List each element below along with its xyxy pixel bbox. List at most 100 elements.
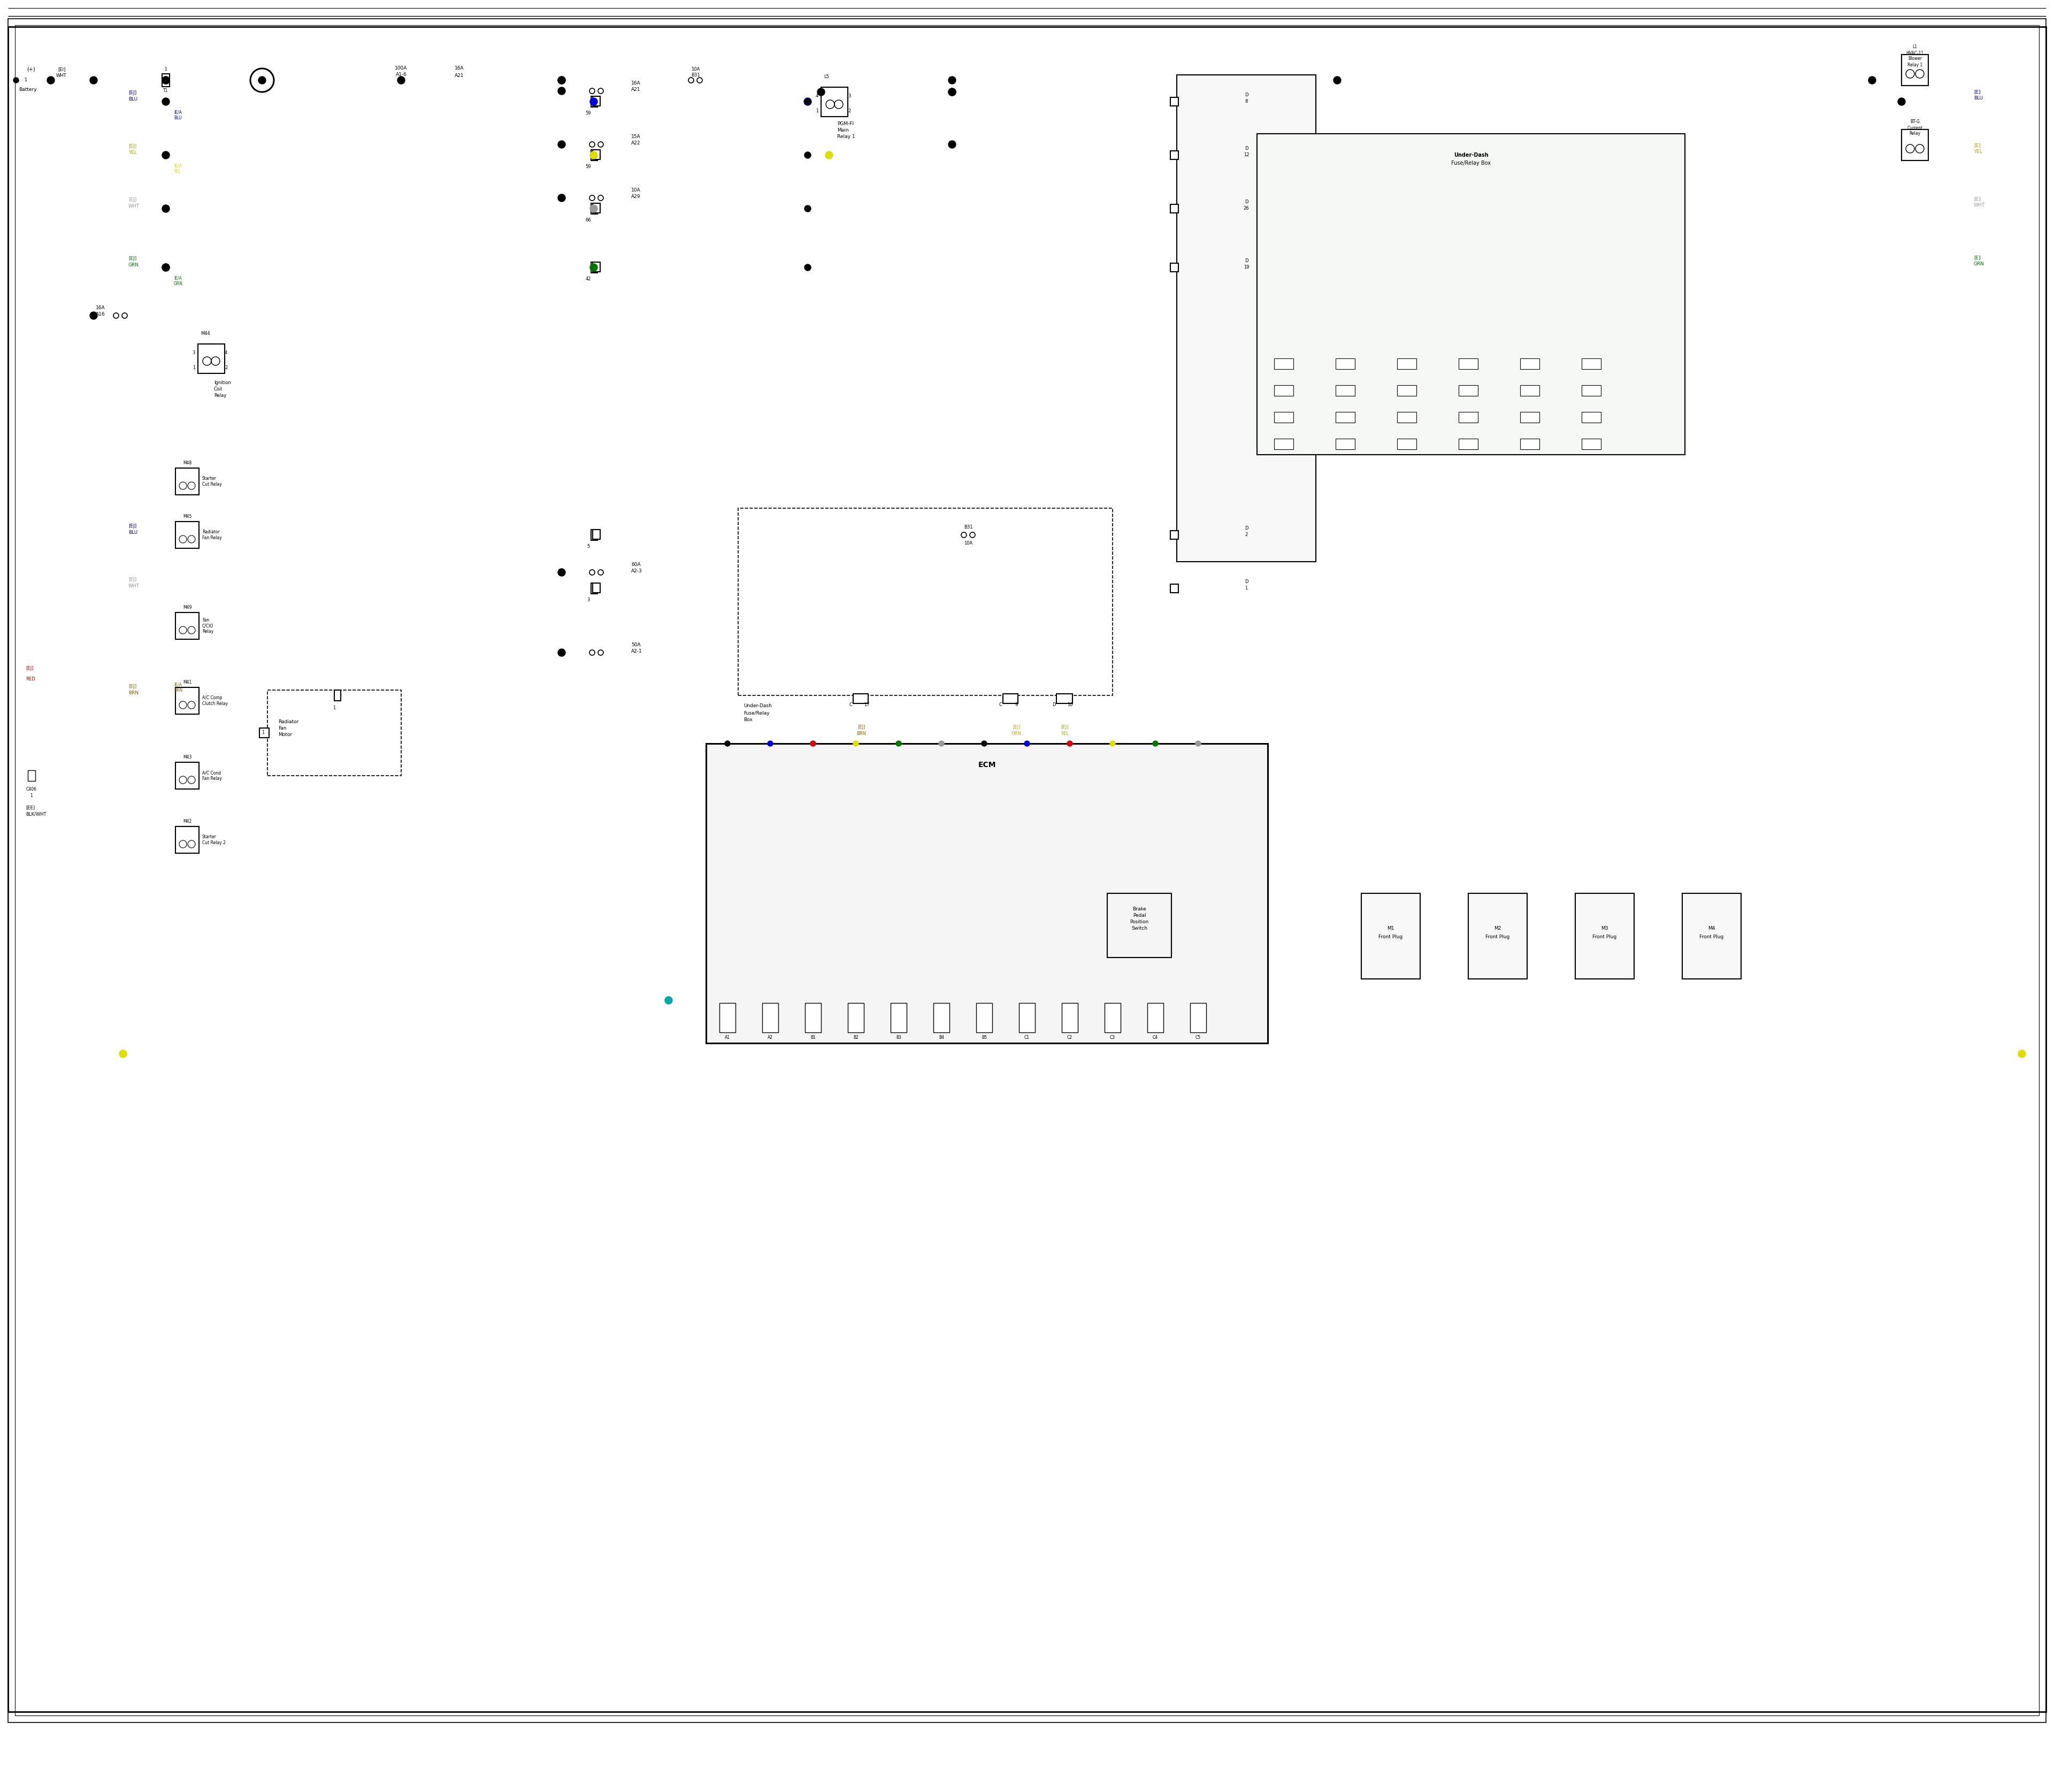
Text: C2: C2 (1068, 1036, 1072, 1039)
Text: Under-Dash: Under-Dash (1454, 152, 1489, 158)
Text: M41: M41 (183, 679, 191, 685)
Text: Switch: Switch (1132, 926, 1148, 932)
Text: M42: M42 (183, 819, 191, 824)
Bar (1171, 97, 1179, 106)
Bar (1171, 530, 1179, 539)
Circle shape (162, 99, 170, 106)
Bar (1273, 412, 1294, 423)
Bar (175, 468, 199, 495)
Text: 59: 59 (585, 165, 592, 168)
Bar (1335, 385, 1356, 396)
Text: 16A: 16A (454, 66, 464, 72)
Text: M43: M43 (183, 754, 191, 760)
Text: B5: B5 (982, 1036, 986, 1039)
Text: T1: T1 (164, 88, 168, 93)
Text: Starter
Cut Relay 2: Starter Cut Relay 2 (201, 835, 226, 846)
Text: WHT: WHT (1974, 202, 1984, 208)
Circle shape (1025, 740, 1029, 745)
Circle shape (14, 77, 18, 82)
Circle shape (2019, 1050, 2025, 1057)
Text: A2-1: A2-1 (631, 649, 643, 654)
Text: Fuse/Relay: Fuse/Relay (744, 711, 770, 715)
Circle shape (162, 77, 170, 84)
Bar (175, 613, 199, 640)
Circle shape (559, 568, 565, 575)
Text: RED: RED (25, 677, 35, 681)
Text: A16: A16 (97, 312, 105, 317)
Text: 16A: 16A (97, 306, 105, 310)
Bar (1582, 358, 1600, 369)
Bar (335, 690, 341, 701)
Circle shape (1869, 77, 1875, 84)
Text: BLU: BLU (1974, 97, 1982, 100)
Text: 1: 1 (193, 366, 195, 371)
Text: C1: C1 (1025, 1036, 1029, 1039)
Text: 10A: 10A (631, 188, 641, 194)
Text: [EJ]: [EJ] (127, 91, 136, 95)
Text: Relay: Relay (1910, 131, 1920, 136)
Bar (267, 690, 401, 776)
Text: 19: 19 (1243, 265, 1249, 271)
Bar (175, 762, 199, 788)
Bar (1458, 358, 1479, 369)
Text: HVAC-11: HVAC-11 (1906, 50, 1925, 56)
Bar (592, 97, 598, 108)
Text: [EJ]: [EJ] (127, 197, 136, 202)
Circle shape (162, 151, 170, 159)
Text: 10A: 10A (963, 541, 972, 545)
Text: BLU: BLU (127, 530, 138, 536)
Text: 10: 10 (1066, 702, 1072, 708)
Circle shape (90, 312, 97, 319)
Text: [EJ]: [EJ] (127, 523, 136, 529)
Text: C5: C5 (1195, 1036, 1202, 1039)
Bar (1171, 204, 1179, 213)
Bar (175, 521, 199, 548)
Circle shape (949, 88, 955, 95)
Text: BLK/WHT: BLK/WHT (25, 812, 47, 817)
Bar (1335, 412, 1356, 423)
Bar (175, 688, 199, 715)
Text: A21: A21 (454, 73, 464, 79)
Bar (976, 1004, 992, 1032)
Text: 100A: 100A (394, 66, 407, 72)
Bar (1582, 412, 1600, 423)
Bar (592, 530, 598, 539)
Bar (1335, 358, 1356, 369)
Text: 4: 4 (815, 93, 817, 99)
Text: Main: Main (838, 127, 848, 133)
Circle shape (1195, 740, 1202, 745)
Text: 3: 3 (193, 351, 195, 355)
Circle shape (589, 263, 598, 271)
Bar (1056, 694, 1072, 704)
Circle shape (805, 152, 811, 158)
Text: Under-Dash: Under-Dash (744, 704, 772, 708)
Bar (852, 694, 869, 704)
Circle shape (559, 77, 565, 84)
Text: D: D (1245, 93, 1249, 97)
Bar (259, 728, 269, 738)
Circle shape (805, 206, 811, 211)
Circle shape (559, 77, 565, 84)
Circle shape (90, 77, 97, 84)
Bar (1062, 1004, 1078, 1032)
Bar (594, 97, 600, 106)
Bar (594, 202, 600, 213)
Text: 50A: 50A (631, 643, 641, 647)
Bar (1105, 1004, 1121, 1032)
Text: B3: B3 (896, 1036, 902, 1039)
Text: 4: 4 (224, 351, 228, 355)
Bar (822, 88, 848, 116)
Text: Fan: Fan (277, 726, 286, 731)
Text: IE/A
GRN: IE/A GRN (175, 276, 183, 287)
Text: 26: 26 (1243, 206, 1249, 211)
Text: 2: 2 (1245, 532, 1247, 538)
Bar (1397, 358, 1417, 369)
Text: [EJ]: [EJ] (1013, 726, 1021, 729)
Circle shape (47, 77, 55, 84)
Text: [E]: [E] (1974, 197, 1980, 201)
Text: M49: M49 (183, 604, 191, 609)
Text: M45: M45 (183, 514, 191, 518)
Text: A/C Comp
Clutch Relay: A/C Comp Clutch Relay (201, 695, 228, 706)
Text: 1: 1 (1245, 586, 1247, 591)
Circle shape (396, 77, 405, 84)
